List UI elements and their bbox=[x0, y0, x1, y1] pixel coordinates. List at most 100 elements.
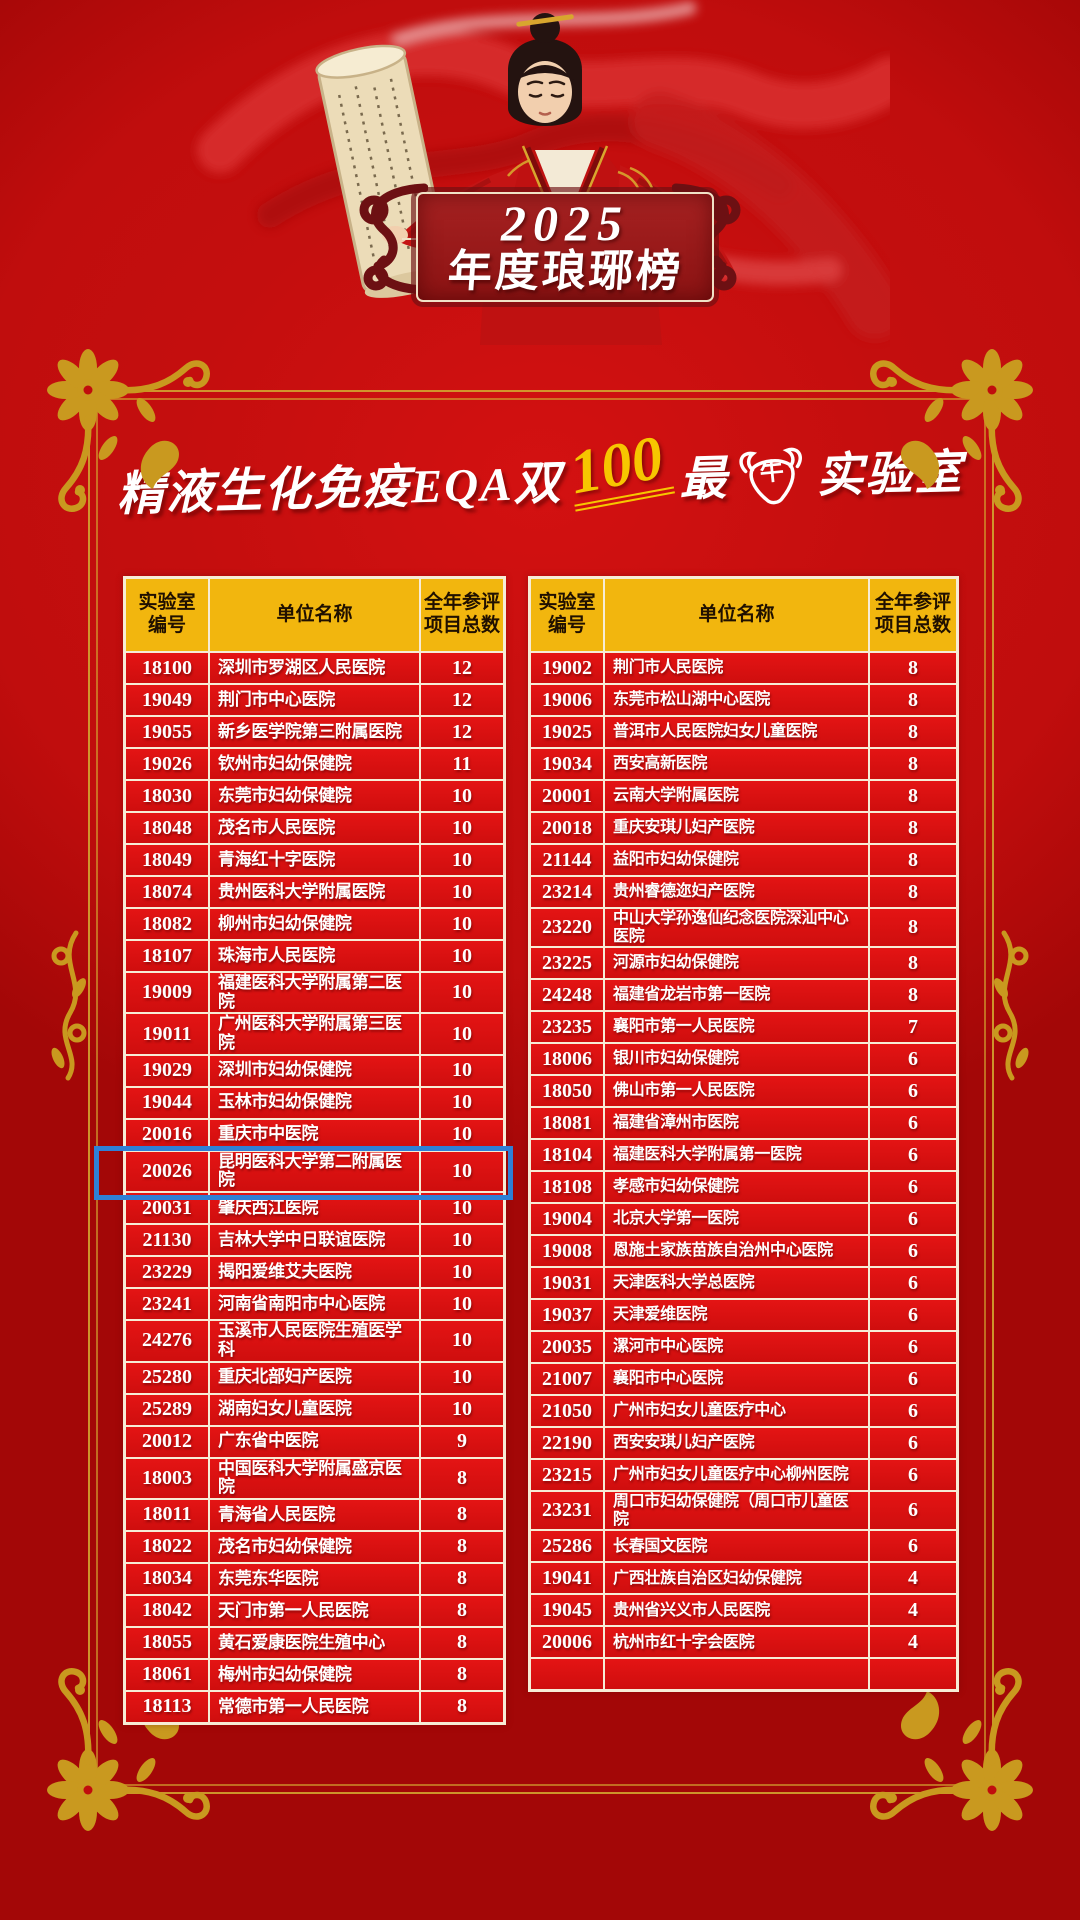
table-row: 19045 贵州省兴义市人民医院 4 bbox=[531, 1595, 956, 1628]
unit-name-cell: 青海省人民医院 bbox=[210, 1499, 421, 1530]
table-row: 20006 杭州市红十字会医院 4 bbox=[531, 1627, 956, 1660]
table-row bbox=[531, 1659, 956, 1690]
project-count-cell: 8 bbox=[908, 752, 918, 775]
project-count-cell: 8 bbox=[908, 816, 918, 839]
unit-name-cell: 中国医科大学附属盛京医院 bbox=[210, 1458, 421, 1498]
lab-id-cell: 20031 bbox=[126, 1193, 210, 1224]
table-row: 25289 湖南妇女儿童医院 10 bbox=[126, 1394, 503, 1427]
unit-name-cell: 佛山市第一人民医院 bbox=[605, 1076, 870, 1107]
project-count-cell: 8 bbox=[457, 1631, 467, 1654]
unit-name-cell: 长春国文医院 bbox=[605, 1531, 870, 1562]
table-row: 19002 荆门市人民医院 8 bbox=[531, 653, 956, 685]
table-row: 19026 钦州市妇幼保健院 11 bbox=[126, 749, 503, 781]
table-row: 19049 荆门市中心医院 12 bbox=[126, 685, 503, 717]
project-count-cell: 8 bbox=[457, 1503, 467, 1526]
table-row: 23220 中山大学孙逸仙纪念医院深汕中心医院 8 bbox=[531, 909, 956, 949]
lab-id-cell: 20035 bbox=[531, 1332, 605, 1363]
score-100: 100 bbox=[564, 424, 676, 512]
subtitle-text: 实验室 bbox=[815, 446, 964, 503]
table-row: 21144 益阳市妇幼保健院 8 bbox=[531, 845, 956, 877]
table-row: 18022 茂名市妇幼保健院 8 bbox=[126, 1531, 503, 1564]
unit-name-cell: 湖南妇女儿童医院 bbox=[210, 1394, 421, 1425]
unit-name-cell: 漯河市中心医院 bbox=[605, 1332, 870, 1363]
unit-name-cell: 荆门市中心医院 bbox=[210, 685, 421, 715]
lab-id-cell: 23241 bbox=[126, 1289, 210, 1320]
project-count-cell: 8 bbox=[908, 688, 918, 711]
unit-name-cell: 福建医科大学附属第二医院 bbox=[210, 973, 421, 1013]
bull-icon: 牛 bbox=[734, 442, 812, 511]
right-table-body: 19002 荆门市人民医院 8 19006 东莞市松山湖中心医院 8 19025 普洱市人民医… bbox=[531, 653, 956, 1690]
project-count-cell: 6 bbox=[908, 1047, 918, 1070]
unit-name-cell: 西安高新医院 bbox=[605, 749, 870, 779]
right-table-header: 实验室 编号 单位名称 全年参评 项目总数 bbox=[531, 579, 956, 653]
project-count-cell: 8 bbox=[457, 1535, 467, 1558]
table-row: 19011 广州医科大学附属第三医院 10 bbox=[126, 1014, 503, 1056]
table-row: 21130 吉林大学中日联谊医院 10 bbox=[126, 1225, 503, 1258]
unit-name-cell: 杭州市红十字会医院 bbox=[605, 1627, 870, 1658]
banner-year: 2025 bbox=[501, 194, 629, 251]
lab-id-cell: 23214 bbox=[531, 877, 605, 907]
table-row: 22190 西安安琪儿妇产医院 6 bbox=[531, 1428, 956, 1461]
lab-id-cell: 19055 bbox=[126, 717, 210, 747]
project-count-cell: 6 bbox=[908, 1239, 918, 1262]
corner-flower-ornament-icon bbox=[870, 1668, 1033, 1831]
lab-id-cell: 18006 bbox=[531, 1044, 605, 1075]
unit-name-cell: 广西壮族自治区妇幼保健院 bbox=[605, 1563, 870, 1594]
header-lab-id: 实验室 编号 bbox=[126, 579, 210, 651]
unit-name-cell: 重庆安琪儿妇产医院 bbox=[605, 813, 870, 843]
unit-name-cell: 东莞东华医院 bbox=[210, 1563, 421, 1594]
unit-name-cell: 重庆市中医院 bbox=[210, 1119, 421, 1150]
unit-name-cell: 周口市妇幼保健院（周口市儿童医院 bbox=[605, 1492, 870, 1530]
project-count-cell: 7 bbox=[908, 1015, 918, 1038]
project-count-cell: 6 bbox=[908, 1335, 918, 1358]
lab-id-cell: 25280 bbox=[126, 1362, 210, 1393]
lab-id-cell: 23220 bbox=[531, 909, 605, 947]
table-row: 19037 天津爱维医院 6 bbox=[531, 1300, 956, 1333]
lab-id-cell: 23235 bbox=[531, 1012, 605, 1043]
unit-name-cell: 新乡医学院第三附属医院 bbox=[210, 717, 421, 747]
lab-id-cell: 24276 bbox=[126, 1321, 210, 1361]
unit-name-cell: 珠海市人民医院 bbox=[210, 941, 421, 971]
table-row: 20035 漯河市中心医院 6 bbox=[531, 1332, 956, 1365]
lab-id-cell: 18003 bbox=[126, 1458, 210, 1498]
unit-name-cell: 荆门市人民医院 bbox=[605, 653, 870, 683]
table-row: 18049 青海红十字医院 10 bbox=[126, 845, 503, 877]
table-row: 20026 昆明医科大学第二附属医院 10 bbox=[94, 1145, 513, 1201]
table-row: 20031 肇庆西江医院 10 bbox=[126, 1193, 503, 1226]
project-count-cell: 8 bbox=[457, 1567, 467, 1590]
table-row: 18011 青海省人民医院 8 bbox=[126, 1499, 503, 1532]
table-row: 19009 福建医科大学附属第二医院 10 bbox=[126, 973, 503, 1015]
table-row: 23231 周口市妇幼保健院（周口市儿童医院 6 bbox=[531, 1492, 956, 1532]
lab-id-cell: 18082 bbox=[126, 909, 210, 939]
title-banner: 2025 年度琅琊榜 bbox=[350, 148, 750, 314]
project-count-cell: 6 bbox=[908, 1175, 918, 1198]
project-count-cell: 12 bbox=[452, 688, 472, 711]
table-row: 23225 河源市妇幼保健院 8 bbox=[531, 948, 956, 981]
lab-id-cell: 18050 bbox=[531, 1076, 605, 1107]
lab-id-cell: 23229 bbox=[126, 1257, 210, 1288]
table-row: 19031 天津医科大学总医院 6 bbox=[531, 1268, 956, 1301]
table-row: 18107 珠海市人民医院 10 bbox=[126, 941, 503, 973]
side-scroll-ornament-icon bbox=[993, 930, 1029, 1081]
lab-id-cell: 20001 bbox=[531, 781, 605, 811]
header-unit-name: 单位名称 bbox=[605, 579, 870, 651]
project-count-cell: 10 bbox=[452, 1398, 472, 1420]
project-count-cell: 8 bbox=[908, 720, 918, 743]
lab-id-cell: 18055 bbox=[126, 1627, 210, 1658]
table-row: 18082 柳州市妇幼保健院 10 bbox=[126, 909, 503, 941]
table-row: 18074 贵州医科大学附属医院 10 bbox=[126, 877, 503, 909]
unit-name-cell: 东莞市松山湖中心医院 bbox=[605, 685, 870, 715]
table-row: 25286 长春国文医院 6 bbox=[531, 1531, 956, 1564]
project-count-cell: 6 bbox=[908, 1207, 918, 1230]
unit-name-cell: 东莞市妇幼保健院 bbox=[210, 781, 421, 811]
project-count-cell: 6 bbox=[908, 1079, 918, 1102]
project-count-cell: 10 bbox=[452, 1059, 472, 1082]
lab-id-cell: 19002 bbox=[531, 653, 605, 683]
project-count-cell: 6 bbox=[908, 1499, 918, 1522]
lab-id-cell: 21144 bbox=[531, 845, 605, 875]
svg-text:牛: 牛 bbox=[759, 457, 785, 486]
project-count-cell: 10 bbox=[452, 880, 472, 903]
lab-id-cell: 19008 bbox=[531, 1236, 605, 1267]
table-row: 18006 银川市妇幼保健院 6 bbox=[531, 1044, 956, 1077]
